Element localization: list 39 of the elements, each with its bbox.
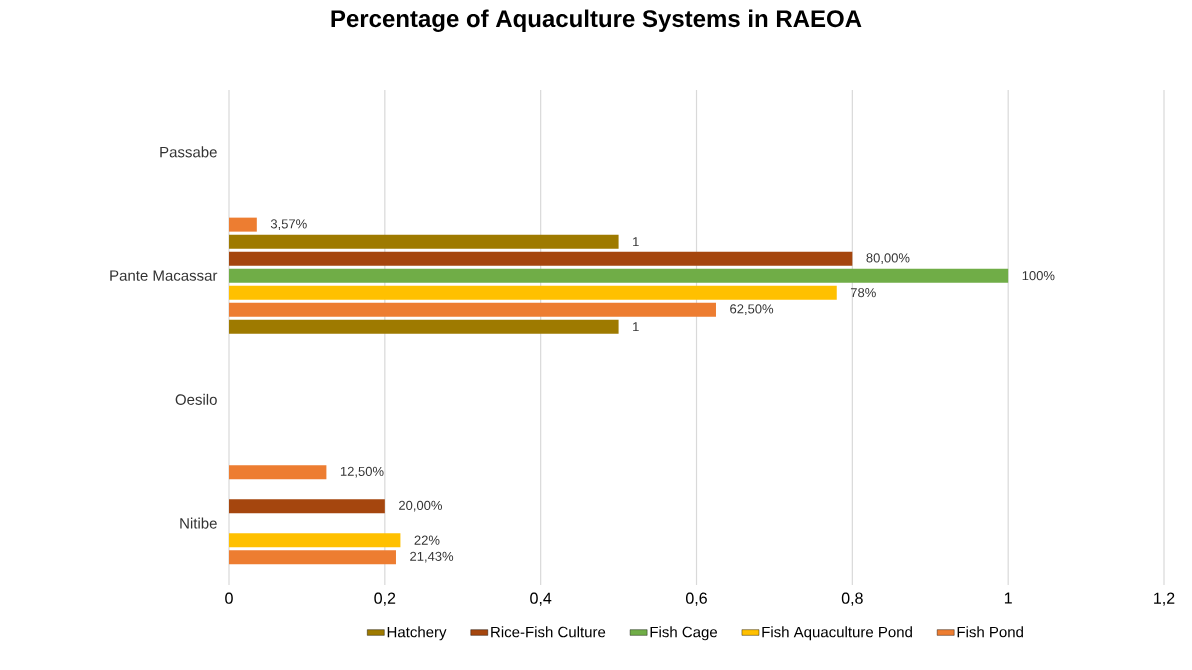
data-label: 1	[633, 322, 639, 332]
data-label: 20,00%	[399, 500, 442, 512]
bar	[229, 499, 385, 514]
data-label: 78%	[850, 288, 876, 298]
x-tick-label: 0,2	[374, 592, 396, 606]
bar	[229, 217, 257, 232]
data-label: 80,00%	[866, 253, 910, 264]
data-label: 21,43%	[410, 551, 454, 563]
y-tick-label: Nitibe	[180, 517, 217, 529]
x-tick-label: 0,6	[686, 592, 707, 606]
legend-label: Hatchery	[387, 626, 447, 641]
x-tick-label: 0,4	[530, 592, 552, 606]
bar	[229, 251, 853, 266]
x-tick-label: 0	[225, 592, 233, 604]
data-label: 62,50%	[730, 304, 774, 315]
x-tick-label: 0,8	[841, 592, 863, 606]
data-label: 1	[633, 237, 639, 247]
data-label: 3,57%	[270, 219, 307, 230]
bar	[229, 550, 396, 565]
chart-title: Percentage of Aquaculture Systems in RAEOA	[331, 9, 862, 32]
bar	[229, 302, 716, 317]
y-tick-label: Oesilo	[175, 393, 217, 405]
y-tick-label: Pante Macassar	[110, 270, 218, 281]
bar	[229, 465, 327, 480]
data-label: 100%	[1022, 271, 1055, 281]
bar	[229, 533, 401, 548]
data-label: 12,50%	[340, 466, 384, 478]
x-tick-label: 1	[1004, 592, 1012, 604]
x-tick-label: 1,2	[1154, 592, 1175, 606]
bar	[229, 285, 837, 300]
legend-label: Fish Cage	[650, 626, 718, 641]
bar	[229, 268, 1009, 283]
bar	[229, 234, 619, 249]
legend-label: Rice-Fish Culture	[491, 626, 606, 638]
data-label: 22%	[414, 535, 440, 545]
legend-label: Fish Pond	[957, 626, 1023, 638]
legend-label: Fish Aquaculture Pond	[762, 626, 912, 641]
bar	[229, 319, 619, 334]
y-tick-label: Passabe	[160, 146, 217, 158]
